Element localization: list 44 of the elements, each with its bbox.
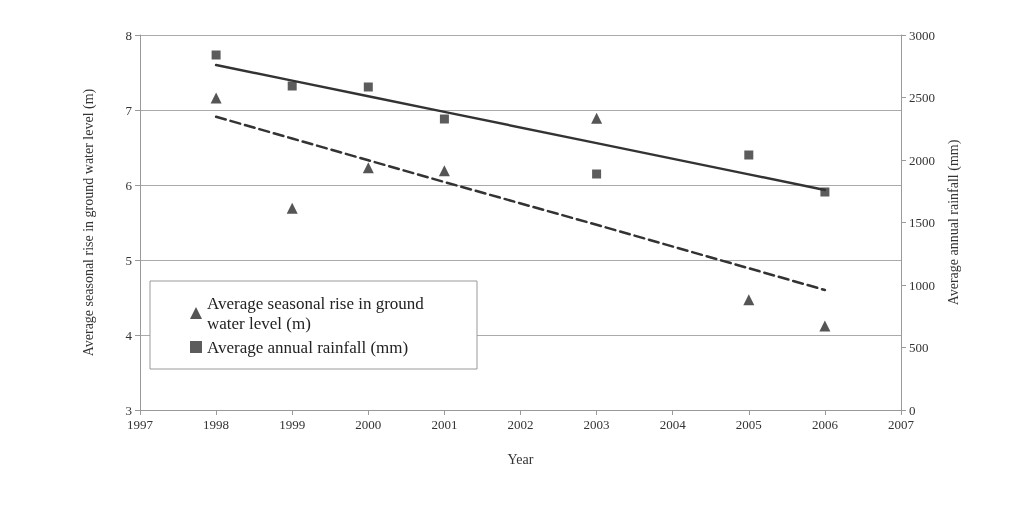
y2-tick-label: 2500 (909, 90, 935, 105)
point (362, 162, 374, 174)
point (286, 202, 298, 214)
y2-tick-label: 0 (909, 402, 916, 418)
y-tick-label: 7 (125, 102, 133, 118)
legend-label: Average seasonal rise in ground water level (m) (207, 293, 429, 333)
point (439, 114, 449, 124)
x-tick-label: 2004 (659, 417, 687, 432)
point (592, 169, 602, 179)
point (591, 112, 603, 124)
point (363, 82, 373, 92)
point (438, 165, 450, 177)
y-axis-title: Average seasonal rise in ground water level (m) (80, 88, 97, 357)
x-tick-label: 1999 (279, 417, 306, 432)
x-axis-title: Year (507, 451, 534, 467)
y2-tick-label: 2000 (909, 152, 935, 168)
legend-label: Average annual rainfall (mm) (207, 337, 409, 357)
x-tick-label: 2002 (507, 417, 534, 432)
x-tick-label: 2000 (355, 417, 382, 432)
point (744, 150, 754, 160)
x-tick-label: 2001 (431, 417, 458, 432)
point (743, 294, 755, 306)
y-tick-label: 6 (125, 177, 133, 193)
y-tick-label: 5 (125, 252, 132, 268)
y2-tick-label: 3000 (909, 27, 935, 43)
y-tick-label: 3 (125, 402, 132, 418)
y2-axis-title: Average annual rainfall (mm) (945, 139, 962, 306)
x-tick-label: 1998 (203, 417, 230, 432)
x-tick-label: 2005 (735, 417, 762, 432)
y-tick-label: 4 (125, 327, 133, 343)
y-tick-label: 8 (125, 27, 132, 43)
y2-tick-label: 1500 (909, 215, 935, 230)
y2-tick-label: 1000 (909, 277, 935, 293)
point (287, 81, 297, 91)
point (211, 50, 221, 60)
line-series (214, 115, 827, 292)
point (819, 320, 831, 332)
x-tick-label: 2006 (811, 417, 839, 432)
point (820, 187, 830, 197)
point (210, 92, 222, 104)
y2-tick-label: 500 (909, 340, 929, 355)
x-tick-label: 2003 (583, 417, 610, 432)
x-tick-label: 1997 (127, 417, 154, 432)
x-tick-label: 2007 (888, 417, 915, 432)
